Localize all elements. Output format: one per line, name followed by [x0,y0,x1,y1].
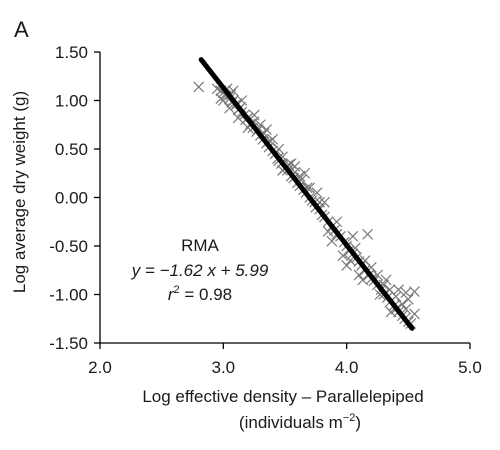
data-point [248,109,260,121]
x-axis-unit-label: (individuals m−2) [239,412,361,432]
data-point [409,308,420,320]
data-point [224,102,235,114]
plot-area: 2.0 3.0 4.0 5.0 1.50 1.00 0.50 0.00 -0.50 -1.00 -… [49,43,482,377]
data-point [393,284,404,296]
x-axis-label: Log effective density – Parallelepiped [142,387,423,406]
data-point [289,161,301,172]
x-tick-label: 4.0 [335,358,359,377]
annotation-r2: r2 = 0.98 [168,284,232,304]
data-point [337,250,349,262]
data-point [347,230,359,242]
y-tick-label: -1.50 [49,334,88,353]
y-tick-label: 0.00 [55,189,88,208]
annotation-equation: y = −1.62 x + 5.99 [131,261,269,280]
x-axis-ticks: 2.0 3.0 4.0 5.0 [88,343,482,377]
y-tick-label: 0.50 [55,140,88,159]
data-point [380,274,392,286]
y-tick-label: 1.50 [55,43,88,62]
y-axis-ticks: 1.50 1.00 0.50 0.00 -0.50 -1.00 -1.50 [49,43,100,353]
x-tick-label: 5.0 [458,358,482,377]
data-point [299,167,311,179]
x-tick-label: 3.0 [212,358,236,377]
data-point [402,293,414,305]
x-axis-unit-exponent: −2 [343,412,356,424]
data-point [357,274,369,286]
annotation-method: RMA [181,236,219,255]
panel-label: A [14,17,29,42]
data-point [319,196,330,208]
x-axis-unit-prefix: (individuals m [239,413,343,432]
data-point [193,81,205,93]
y-axis-label: Log average dry weight (g) [10,91,29,293]
data-point [215,93,227,104]
regression-annotation: RMA y = −1.62 x + 5.99 r2 = 0.98 [131,236,269,304]
data-point [353,269,365,281]
data-point [261,124,272,136]
y-tick-label: -0.50 [49,237,88,256]
data-point [311,187,323,199]
y-tick-label: 1.00 [55,92,88,111]
rma-fit-line [198,57,415,331]
data-point [362,228,374,240]
x-axis-unit-suffix: ) [355,413,361,432]
data-point [341,259,353,271]
x-tick-label: 2.0 [88,358,112,377]
data-point [326,235,338,247]
data-point [409,286,420,298]
y-tick-label: -1.00 [49,286,88,305]
data-point [400,287,412,298]
